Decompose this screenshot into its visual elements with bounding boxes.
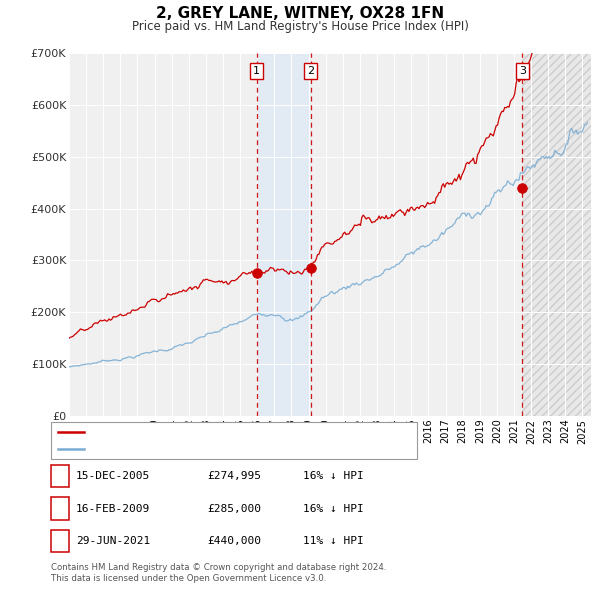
- Text: 11% ↓ HPI: 11% ↓ HPI: [303, 536, 364, 546]
- Text: 16% ↓ HPI: 16% ↓ HPI: [303, 504, 364, 513]
- Text: 1: 1: [253, 66, 260, 76]
- Text: 1: 1: [56, 471, 64, 481]
- Bar: [523, 53, 591, 416]
- Text: 2, GREY LANE, WITNEY, OX28 1FN (detached house): 2, GREY LANE, WITNEY, OX28 1FN (detached…: [88, 427, 370, 437]
- Text: 2: 2: [307, 66, 314, 76]
- Text: 16% ↓ HPI: 16% ↓ HPI: [303, 471, 364, 481]
- Text: 29-JUN-2021: 29-JUN-2021: [76, 536, 151, 546]
- Bar: [257, 53, 311, 416]
- Text: Price paid vs. HM Land Registry's House Price Index (HPI): Price paid vs. HM Land Registry's House …: [131, 20, 469, 33]
- Text: £285,000: £285,000: [207, 504, 261, 513]
- Text: 3: 3: [519, 66, 526, 76]
- Text: Contains HM Land Registry data © Crown copyright and database right 2024.: Contains HM Land Registry data © Crown c…: [51, 563, 386, 572]
- Text: HPI: Average price, detached house, West Oxfordshire: HPI: Average price, detached house, West…: [88, 444, 400, 454]
- Text: 2, GREY LANE, WITNEY, OX28 1FN: 2, GREY LANE, WITNEY, OX28 1FN: [156, 6, 444, 21]
- Text: £440,000: £440,000: [207, 536, 261, 546]
- Text: £274,995: £274,995: [207, 471, 261, 481]
- Text: 15-DEC-2005: 15-DEC-2005: [76, 471, 151, 481]
- Text: 16-FEB-2009: 16-FEB-2009: [76, 504, 151, 513]
- Text: This data is licensed under the Open Government Licence v3.0.: This data is licensed under the Open Gov…: [51, 574, 326, 583]
- Text: 3: 3: [56, 536, 64, 546]
- Text: 2: 2: [56, 504, 64, 513]
